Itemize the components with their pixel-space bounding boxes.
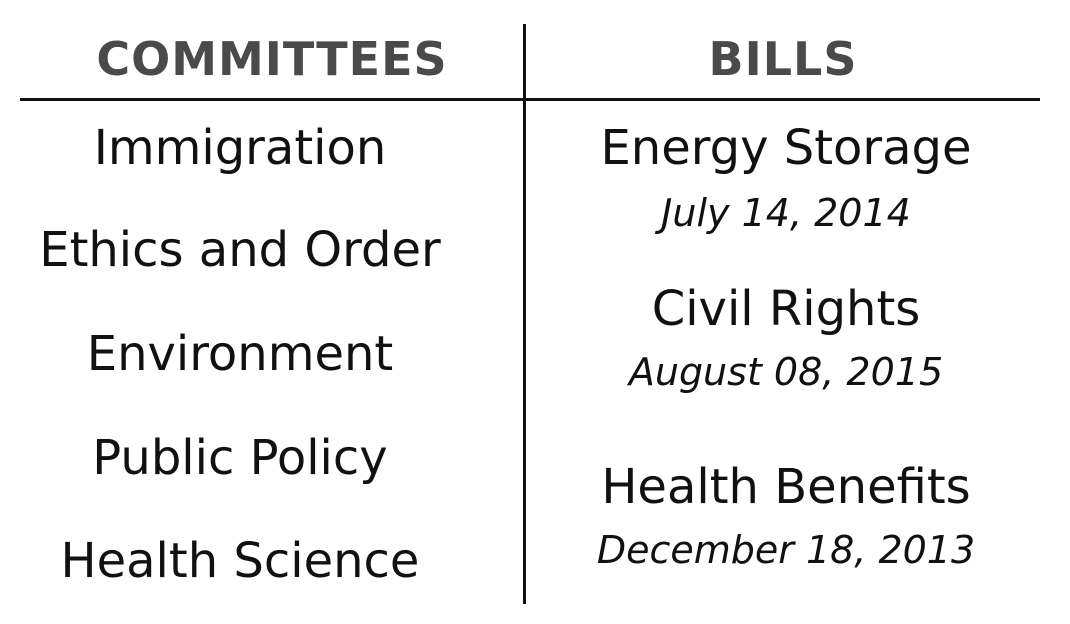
bills-header: BILLS: [708, 32, 858, 86]
column-divider: [523, 24, 526, 604]
bill-date: August 08, 2015: [628, 350, 944, 394]
bill-date: July 14, 2014: [661, 191, 911, 235]
header-divider: [20, 98, 1040, 101]
committees-header: COMMITTEES: [96, 32, 448, 86]
bill-name: Health Benefits: [601, 459, 971, 515]
committee-item: Ethics and Order: [39, 222, 441, 278]
committee-item: Immigration: [93, 120, 387, 176]
bill-name: Energy Storage: [600, 120, 972, 176]
bill-date: December 18, 2013: [596, 528, 976, 572]
bill-name: Civil Rights: [651, 281, 921, 337]
committee-item: Environment: [86, 326, 394, 382]
committee-item: Health Science: [60, 533, 420, 589]
committee-item: Public Policy: [92, 430, 388, 486]
